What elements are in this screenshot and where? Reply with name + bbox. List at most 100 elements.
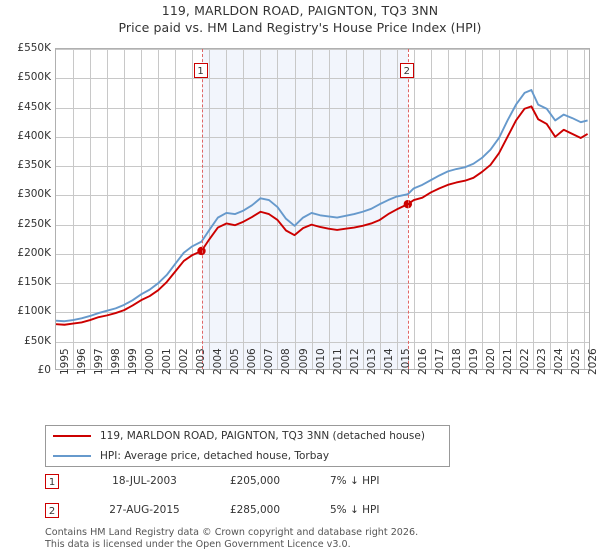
chart-series-layer	[56, 89, 589, 326]
x-axis-tick-label: 2024	[553, 348, 566, 375]
gridline-vertical	[124, 49, 126, 369]
x-axis-tick-label: 1995	[59, 348, 71, 375]
legend-item-hpi: HPI: Average price, detached house, Torb…	[46, 446, 449, 466]
txn-hpi-delta: 5% ↓ HPI	[330, 504, 380, 516]
x-axis-tick-label: 2017	[433, 348, 446, 375]
gridline-vertical	[464, 49, 466, 369]
x-axis-tick-label: 1997	[93, 348, 106, 375]
gridline-horizontal	[56, 107, 589, 109]
gridline-vertical	[73, 49, 75, 369]
txn-number-badge: 2	[45, 503, 59, 518]
gridline-horizontal	[56, 283, 589, 285]
gridline-horizontal	[56, 312, 589, 314]
y-axis-tick-label: £100K	[17, 305, 51, 318]
gridline-vertical	[481, 49, 483, 369]
txn-date: 18-JUL-2003	[112, 475, 177, 487]
chart-legend: 119, MARLDON ROAD, PAIGNTON, TQ3 3NN (de…	[45, 425, 450, 467]
chart-plot-area	[55, 48, 590, 370]
y-axis-tick-label: £500K	[17, 71, 51, 84]
x-axis-tick-label: 2022	[519, 348, 532, 375]
x-axis-tick-label: 1996	[76, 348, 89, 375]
series-line-hpi	[56, 89, 588, 323]
gridline-vertical	[447, 49, 449, 369]
gridline-horizontal	[56, 195, 589, 197]
x-axis-tick-label: 2014	[382, 348, 395, 375]
y-axis-tick-label: £0	[37, 364, 51, 376]
x-axis-tick-label: 2015	[399, 348, 412, 375]
x-axis-tick-label: 2005	[229, 348, 242, 375]
gridline-vertical	[90, 49, 92, 369]
y-axis-tick-label: £200K	[17, 246, 51, 259]
x-axis-tick-label: 2023	[536, 348, 549, 375]
y-axis-tick-label: £50K	[24, 334, 51, 347]
series-line-price-paid	[56, 105, 589, 326]
x-axis-tick-label: 2012	[348, 348, 361, 375]
gridline-horizontal	[56, 341, 589, 343]
y-axis-tick-label: £250K	[17, 217, 51, 230]
gridline-vertical	[243, 49, 245, 369]
gridline-vertical	[226, 49, 228, 369]
gridline-vertical	[413, 49, 415, 369]
txn-price: £205,000	[229, 475, 281, 487]
footer-line-1: Contains HM Land Registry data © Crown c…	[45, 527, 419, 538]
x-axis-tick-label: 2018	[450, 348, 463, 375]
gridline-vertical	[192, 49, 194, 369]
x-axis-tick-label: 2004	[212, 348, 225, 375]
y-axis-tick-label: £350K	[17, 159, 51, 172]
legend-swatch-price-paid	[53, 435, 91, 437]
sale-marker-badge[interactable]: 2	[399, 63, 414, 78]
x-axis-tick-label: 2011	[331, 348, 344, 375]
x-axis-tick-label: 1998	[110, 348, 123, 375]
footer-line-2: This data is licensed under the Open Gov…	[45, 538, 351, 550]
legend-label-price-paid: 119, MARLDON ROAD, PAIGNTON, TQ3 3NN (de…	[100, 430, 425, 442]
txn-number-badge: 1	[45, 474, 59, 489]
x-axis-tick-label: 2002	[178, 348, 191, 375]
x-axis-tick-label: 2008	[280, 348, 293, 375]
gridline-vertical	[516, 49, 518, 369]
gridline-vertical	[175, 49, 177, 369]
y-axis-tick-label: £450K	[17, 100, 51, 113]
x-axis-tick-label: 2006	[246, 348, 259, 375]
sale-marker-vertical-line	[201, 49, 203, 369]
gridline-vertical	[294, 49, 296, 369]
txn-hpi-delta: 7% ↓ HPI	[330, 475, 380, 487]
gridline-vertical	[260, 49, 262, 369]
x-axis-tick-label: 2007	[263, 348, 276, 375]
y-axis-tick-label: £150K	[17, 276, 51, 289]
x-axis-tick-label: 2009	[297, 348, 310, 375]
gridline-horizontal	[56, 136, 589, 138]
gridline-vertical	[498, 49, 500, 369]
gridline-vertical	[345, 49, 347, 369]
ownership-period-shading	[201, 49, 408, 369]
x-axis-tick-label: 2020	[484, 348, 497, 375]
title-line-1: 119, MARLDON ROAD, PAIGNTON, TQ3 3NN	[161, 3, 439, 18]
sale-marker-badge[interactable]: 1	[193, 63, 208, 78]
gridline-vertical	[158, 49, 160, 369]
gridline-vertical	[550, 49, 552, 369]
x-axis-tick-label: 2000	[144, 348, 157, 375]
gridline-vertical	[328, 49, 330, 369]
gridline-horizontal	[56, 253, 589, 255]
x-axis-tick-label: 1999	[127, 348, 140, 375]
x-axis-tick-label: 2025	[570, 348, 583, 375]
gridline-vertical	[141, 49, 143, 369]
x-axis-tick-label: 2001	[161, 348, 174, 375]
gridline-vertical	[533, 49, 535, 369]
gridline-vertical	[311, 49, 313, 369]
x-axis-tick-label: 2003	[195, 348, 208, 375]
gridline-horizontal	[56, 224, 589, 226]
gridline-horizontal	[56, 166, 589, 168]
title-line-2: Price paid vs. HM Land Registry's House …	[118, 20, 482, 35]
x-axis-tick-label: 2016	[416, 348, 429, 375]
y-axis-tick-label: £550K	[17, 42, 51, 54]
y-axis-tick-label: £400K	[17, 129, 51, 142]
x-axis-tick-label: 2021	[501, 348, 514, 375]
y-axis-tick-label: £300K	[17, 188, 51, 201]
sale-marker-vertical-line	[407, 49, 409, 369]
txn-date: 27-AUG-2015	[109, 504, 180, 516]
gridline-vertical	[379, 49, 381, 369]
legend-swatch-hpi	[53, 455, 91, 457]
x-axis-tick-label: 2013	[365, 348, 378, 375]
gridline-vertical	[107, 49, 109, 369]
